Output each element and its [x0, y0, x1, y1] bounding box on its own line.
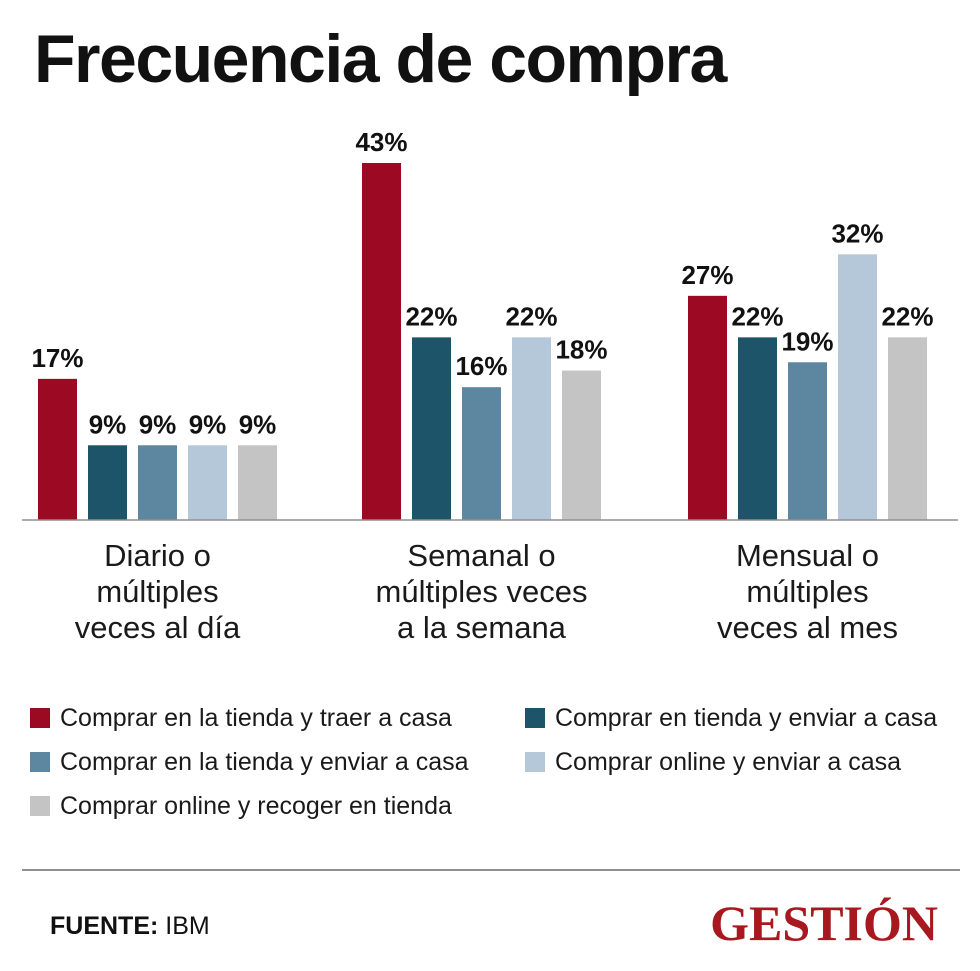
bar [788, 362, 827, 520]
bar [88, 445, 127, 520]
bar-value-label: 18% [555, 335, 607, 365]
bar-value-label: 9% [139, 409, 177, 439]
bar-value-label: 9% [189, 409, 227, 439]
bar [138, 445, 177, 520]
category-label: Semanal o [407, 538, 555, 573]
bar [38, 378, 77, 520]
legend-swatch [525, 708, 545, 728]
source-credit: FUENTE: IBM [50, 912, 210, 941]
bar-value-label: 22% [881, 301, 933, 331]
bar-value-label: 22% [405, 301, 457, 331]
source-value: IBM [165, 912, 210, 940]
source-label: FUENTE: [50, 912, 159, 940]
bar [888, 337, 927, 520]
gestion-logo: GESTIÓN [710, 895, 938, 951]
legend-item: Comprar en la tienda y traer a casa [30, 703, 525, 733]
legend-item: Comprar en tienda y enviar a casa [525, 703, 965, 733]
bar-value-label: 32% [831, 218, 883, 248]
bar-value-label: 22% [731, 301, 783, 331]
legend-label: Comprar online y enviar a casa [555, 747, 901, 776]
legend-label: Comprar en tienda y enviar a casa [555, 703, 938, 732]
legend-item: Comprar en la tienda y enviar a casa [30, 747, 525, 777]
category-label: a la semana [397, 610, 567, 645]
bar [512, 337, 551, 520]
legend-swatch [30, 708, 50, 728]
bar [838, 254, 877, 521]
category-label: múltiples [746, 574, 868, 609]
bar [462, 387, 501, 520]
category-label: Diario o [104, 538, 211, 573]
bar-value-label: 27% [681, 260, 733, 290]
bar-value-label: 9% [89, 409, 127, 439]
page-title: Frecuencia de compra [34, 21, 727, 97]
bar [688, 295, 727, 520]
category-label: múltiples veces [376, 574, 588, 609]
legend-item: Comprar online y enviar a casa [525, 747, 965, 777]
bar-chart: 17%9% 9% 9% 9%43%22%16%22%18%27%22%19%32%22… [22, 127, 958, 645]
bar [738, 337, 777, 520]
bar-value-label: 19% [781, 326, 833, 356]
bar [562, 370, 601, 520]
legend-swatch [525, 752, 545, 772]
legend-label: Comprar en la tienda y traer a casa [60, 703, 452, 732]
legend-swatch [30, 752, 50, 772]
bar-value-label: 22% [505, 301, 557, 331]
bar [362, 163, 401, 520]
legend-item: Comprar online y recoger en tienda [30, 791, 525, 821]
legend-swatch [30, 796, 50, 816]
legend-label: Comprar en la tienda y enviar a casa [60, 747, 469, 776]
bar-value-label: 9% [239, 409, 277, 439]
footer-divider [22, 869, 960, 871]
category-label: múltiples [96, 574, 218, 609]
bar [412, 337, 451, 520]
category-label: veces al día [75, 610, 241, 645]
bar-value-label: 43% [355, 127, 407, 157]
category-label: Mensual o [736, 538, 879, 573]
bar [188, 445, 227, 520]
legend-label: Comprar online y recoger en tienda [60, 791, 452, 820]
bar-value-label: 16% [455, 351, 507, 381]
legend: Comprar en la tienda y traer a casa Comp… [30, 703, 970, 821]
bar-value-label: 17% [31, 343, 83, 373]
category-label: veces al mes [717, 610, 898, 645]
bar [238, 445, 277, 520]
